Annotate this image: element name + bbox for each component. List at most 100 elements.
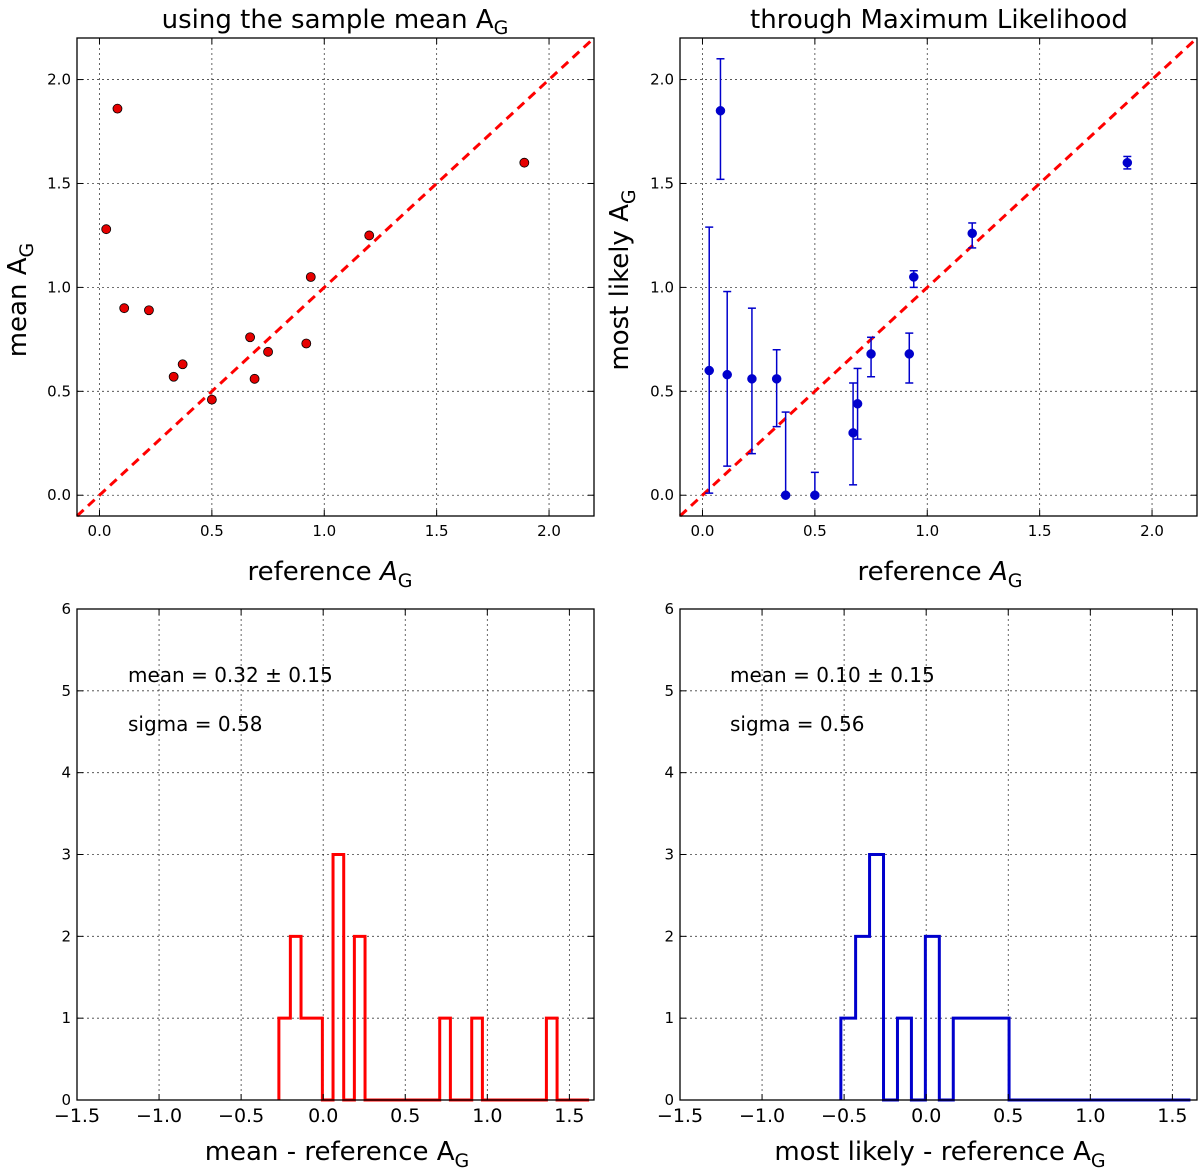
hist-ml-step [839, 853, 1191, 1102]
scatter-ml-point [715, 105, 726, 116]
scatter-mean-title: using the sample mean AG [162, 5, 509, 39]
scatter-mean-point [168, 371, 179, 382]
scatter-ml-point [967, 228, 977, 239]
scatter-ml-point [1122, 157, 1133, 168]
hist-ml-annotation-sigma: sigma = 0.56 [730, 712, 864, 736]
scatter-ml-ylabel: most likely AG [605, 189, 640, 370]
hist-ml-ytick-label: 6 [664, 600, 674, 618]
scatter-mean-point [206, 394, 217, 405]
scatter-ml-ytick-label: 0.5 [650, 382, 674, 400]
scatter-mean-ytick-label: 1.0 [47, 278, 71, 296]
scatter-mean-xtick-label: 2.0 [537, 522, 561, 540]
scatter-ml-title: through Maximum Likelihood [750, 5, 1128, 35]
scatter-mean-point [364, 230, 375, 241]
hist-ml-ytick-label: 3 [664, 846, 674, 864]
hist-mean-bar [440, 1018, 451, 1100]
hist-ml-panel: −1.5 −1.0 −0.5 0.0 0.5 1.0 1.5 0 1 2 3 4 5 6 mean = 0… [657, 600, 1198, 1172]
scatter-ml-ytick-label: 1.0 [650, 278, 674, 296]
scatter-mean-point [263, 346, 273, 357]
scatter-mean-point [144, 305, 154, 316]
scatter-ml-point [909, 272, 919, 282]
hist-mean-xtick-label: −1.5 [54, 1105, 100, 1127]
scatter-mean-xlabel: reference AG [248, 557, 413, 592]
hist-mean-xtick-label: 1.5 [554, 1105, 584, 1127]
scatter-mean-xtick-label: 1.5 [425, 522, 449, 540]
scatter-ml-point [852, 399, 863, 409]
hist-mean-bar [472, 1018, 483, 1100]
scatter-ml-errorbar [772, 348, 781, 428]
scatter-mean-ytick-label: 0.0 [47, 486, 71, 504]
scatter-mean-point [101, 224, 112, 235]
scatter-mean-point [305, 272, 316, 282]
hist-mean-bar [312, 1018, 323, 1100]
hist-mean-ytick-label: 4 [61, 764, 71, 782]
hist-mean-bar [546, 1018, 557, 1100]
hist-mean-bar [290, 936, 301, 1100]
scatter-ml-point [848, 428, 858, 438]
scatter-mean-ytick-label: 2.0 [47, 71, 71, 89]
scatter-ml-point [722, 369, 732, 380]
scatter-mean-point [245, 332, 255, 343]
hist-ml-xtick-label: −1.0 [739, 1105, 785, 1127]
scatter-mean-reference-line [75, 36, 596, 518]
hist-mean-bar [279, 1018, 290, 1100]
hist-mean-ytick-label: 5 [61, 682, 71, 700]
hist-mean-step [277, 853, 590, 1102]
hist-ml-ytick-label: 1 [664, 1009, 674, 1027]
scatter-mean-ytick-label: 0.5 [47, 382, 71, 400]
scatter-mean-xtick-label: 1.0 [312, 522, 336, 540]
scatter-mean-point [119, 303, 130, 314]
hist-ml-ytick-label: 4 [664, 764, 674, 782]
scatter-ml-point [904, 349, 915, 359]
scatter-ml-panel: through Maximum Likelihood 0.0 0.5 1.0 1.5 2… [605, 5, 1199, 592]
hist-mean-ytick-label: 1 [61, 1009, 71, 1027]
hist-ml-xtick-label: 0.0 [911, 1105, 941, 1127]
hist-ml-xtick-label: 0.5 [993, 1105, 1023, 1127]
scatter-ml-xtick-label: 0.0 [691, 522, 715, 540]
scatter-ml-xtick-label: 1.0 [915, 522, 939, 540]
scatter-mean-point [112, 103, 123, 114]
hist-ml-bar [981, 1018, 995, 1100]
hist-mean-xtick-label: −1.0 [136, 1105, 182, 1127]
scatter-ml-reference-line [678, 36, 1199, 518]
hist-ml-bar [856, 936, 870, 1100]
scatter-mean-point [519, 157, 530, 168]
scatter-ml-ytick-label: 1.5 [650, 174, 674, 192]
scatter-mean-xtick-label: 0.5 [200, 522, 224, 540]
hist-ml-xtick-label: 1.0 [1075, 1105, 1105, 1127]
hist-ml-ytick-label: 5 [664, 682, 674, 700]
hist-mean-ytick-label: 0 [61, 1091, 71, 1109]
scatter-ml-point [771, 374, 782, 384]
scatter-ml-xtick-label: 1.5 [1028, 522, 1052, 540]
hist-mean-xtick-label: 0.5 [390, 1105, 420, 1127]
hist-ml-bar [925, 936, 939, 1100]
hist-ml-bar [953, 1018, 967, 1100]
scatter-mean-ytick-label: 1.5 [47, 174, 71, 192]
scatter-ml-ytick-label: 0.0 [650, 486, 674, 504]
hist-ml-ytick-label: 2 [664, 927, 674, 945]
hist-mean-panel: −1.5 −1.0 −0.5 0.0 0.5 1.0 1.5 0 1 2 3 4 5 6 mean = 0… [54, 600, 595, 1172]
hist-ml-ytick-label: 0 [664, 1091, 674, 1109]
hist-ml-bar [995, 1018, 1009, 1100]
hist-mean-ytick-label: 2 [61, 927, 71, 945]
scatter-mean-frame [76, 37, 595, 517]
scatter-ml-xtick-label: 2.0 [1140, 522, 1164, 540]
hist-mean-xtick-label: 1.0 [472, 1105, 502, 1127]
hist-mean-xtick-label: 0.0 [308, 1105, 338, 1127]
scatter-ml-point [810, 490, 820, 500]
hist-ml-xlabel: most likely - reference AG [774, 1137, 1105, 1172]
scatter-ml-frame [679, 37, 1198, 517]
scatter-mean-xtick-label: 0.0 [88, 522, 112, 540]
scatter-ml-errorbar [781, 411, 790, 496]
hist-ml-annotation-mean: mean = 0.10 ± 0.15 [730, 663, 935, 687]
hist-ml-bar [870, 855, 884, 1101]
hist-mean-annotation-mean: mean = 0.32 ± 0.15 [128, 663, 333, 687]
scatter-ml-errorbar [705, 226, 714, 494]
scatter-ml-errorbar [716, 58, 725, 181]
scatter-mean-point [249, 373, 260, 384]
hist-ml-xtick-label: 1.5 [1157, 1105, 1187, 1127]
hist-mean-annotation-sigma: sigma = 0.58 [128, 712, 262, 736]
scatter-mean-ylabel: mean AG [3, 243, 38, 358]
hist-mean-ytick-label: 3 [61, 846, 71, 864]
